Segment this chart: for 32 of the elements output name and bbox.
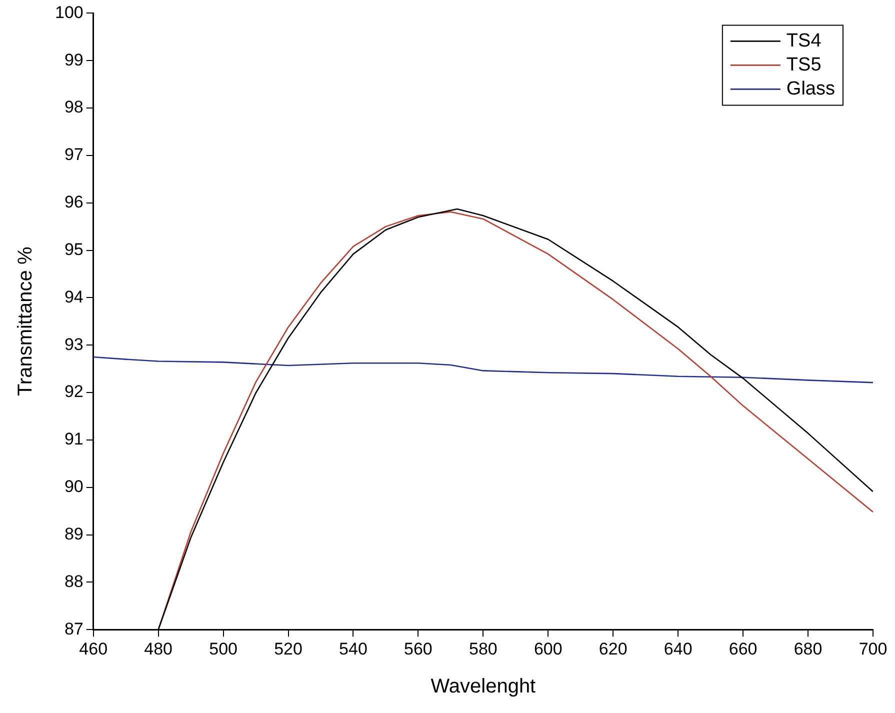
x-tick-label: 480 — [144, 639, 173, 658]
legend-label: Glass — [786, 78, 836, 100]
x-tick-label: 700 — [858, 639, 888, 658]
y-tick-label: 97 — [64, 145, 84, 164]
x-tick-label: 600 — [534, 639, 562, 658]
y-tick-label: 100 — [54, 2, 84, 22]
x-tick-label: 580 — [468, 639, 498, 658]
x-tick-label: 460 — [79, 639, 108, 658]
x-tick-label: 680 — [794, 639, 822, 658]
y-tick-label: 96 — [64, 192, 84, 212]
legend-label: TS5 — [786, 54, 822, 76]
y-tick-label: 98 — [64, 98, 84, 117]
y-tick-label: 88 — [64, 572, 84, 591]
legend-label: TS4 — [786, 30, 822, 52]
x-tick-label: 620 — [598, 639, 628, 658]
y-tick-label: 90 — [64, 477, 84, 496]
x-tick-label: 500 — [209, 639, 238, 658]
y-tick-label: 94 — [64, 287, 84, 306]
y-tick-label: 95 — [64, 240, 84, 259]
y-tick-label: 99 — [64, 50, 84, 70]
y-axis-title: Transmittance % — [14, 246, 37, 396]
y-tick-label: 91 — [64, 430, 84, 449]
y-tick-label: 92 — [64, 382, 84, 402]
y-tick-label: 89 — [64, 524, 84, 544]
y-tick-label: 87 — [64, 619, 84, 638]
x-tick-label: 540 — [339, 639, 368, 658]
y-tick-label: 93 — [64, 334, 84, 354]
x-tick-label: 640 — [664, 639, 692, 658]
x-tick-label: 560 — [404, 639, 432, 658]
x-tick-label: 660 — [728, 639, 758, 658]
x-tick-label: 520 — [274, 639, 302, 658]
x-axis-title: Wavelenght — [430, 676, 536, 698]
